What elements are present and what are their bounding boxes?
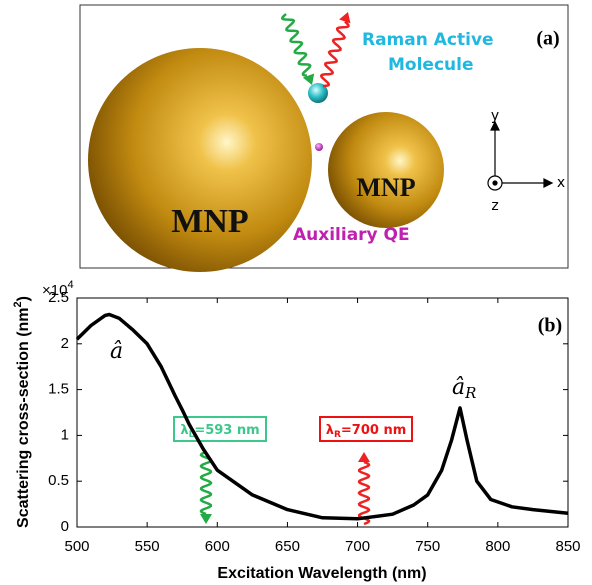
x-tick-label: 700: [345, 538, 370, 555]
y-tick-label: 1: [61, 426, 69, 443]
page: {"panel_a": { "label": "(a)", "raman_lin…: [0, 0, 592, 585]
x-tick-label: 650: [275, 538, 300, 555]
y-tick-label: 2: [61, 335, 69, 352]
lambda-text: =700 nm: [341, 423, 406, 438]
x-tick-label: 850: [555, 538, 580, 555]
qe-label: Auxiliary QE: [293, 225, 410, 245]
y-tick-label: 0: [61, 518, 69, 535]
panel-label: (b): [538, 315, 562, 337]
mode-label-sub: R: [464, 384, 476, 402]
y-axis-title: Scattering cross-section (nm2): [12, 296, 32, 528]
mnp-label: MNP: [356, 173, 415, 202]
quantum-emitter: [315, 143, 323, 151]
plot-frame: [77, 298, 568, 527]
mode-label-text: â: [452, 375, 465, 400]
small-nanoparticle: [328, 112, 444, 228]
x-tick-label: 550: [135, 538, 160, 555]
x-axis-title: Excitation Wavelength (nm): [217, 565, 426, 582]
panel-label: (a): [536, 28, 559, 50]
y-axis-title-end: ): [15, 296, 32, 301]
x-tick-label: 800: [485, 538, 510, 555]
raman-label: Molecule: [388, 55, 474, 75]
raman-arrow-head: [358, 452, 370, 462]
lambda-sub: R: [334, 430, 341, 440]
lambda-symbol: λ: [326, 423, 334, 438]
mnp-label: MNP: [171, 203, 248, 240]
x-tick-label: 750: [415, 538, 440, 555]
mode-label: âR: [452, 375, 476, 402]
figure: MNP MNP Raman Active Molecule Auxiliary …: [0, 0, 592, 585]
y-tick-label: 2.5: [48, 289, 69, 306]
pump-arrow-head: [200, 514, 212, 524]
raman-arrow: [359, 462, 369, 524]
axis-label: z: [491, 198, 498, 214]
axis-label: y: [491, 108, 499, 124]
raman-label: Raman Active: [362, 30, 494, 50]
y-tick-label: 1.5: [48, 381, 69, 398]
lambda-text: =593 nm: [194, 423, 259, 438]
x-tick-label: 500: [64, 538, 89, 555]
lambda-symbol: λ: [180, 423, 188, 438]
x-tick-label: 600: [205, 538, 230, 555]
y-tick-label: 0.5: [48, 472, 69, 489]
mode-label: â: [110, 339, 123, 364]
axis-label: x: [557, 175, 565, 191]
y-axis-title-text: Scattering cross-section (nm: [15, 307, 32, 528]
